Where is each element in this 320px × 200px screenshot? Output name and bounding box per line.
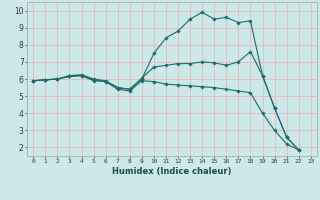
X-axis label: Humidex (Indice chaleur): Humidex (Indice chaleur) [112,167,232,176]
